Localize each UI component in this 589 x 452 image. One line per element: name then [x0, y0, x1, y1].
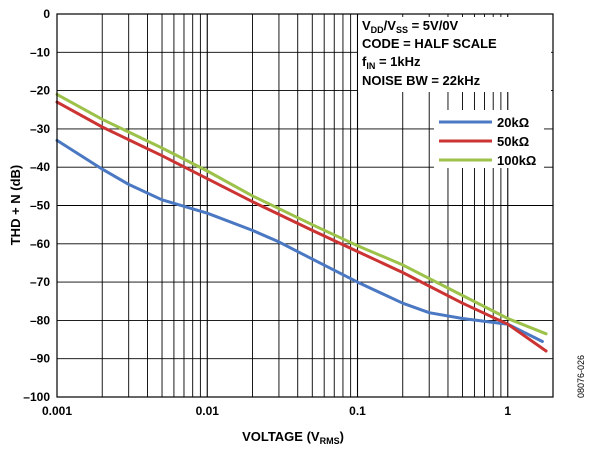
y-tick-label: –80: [30, 313, 50, 327]
y-tick-label: –10: [30, 45, 50, 59]
condition-noise-bw: NOISE BW = 22kHz: [362, 73, 481, 88]
x-tick-labels: 0.001 0.01 0.1 1: [42, 404, 511, 418]
y-tick-label: –40: [30, 160, 50, 174]
condition-code: CODE = HALF SCALE: [362, 36, 497, 51]
y-tick-label: –100: [23, 390, 50, 404]
y-tick-label: 0: [43, 7, 50, 21]
condition-fin: fIN = 1kHz: [362, 54, 421, 71]
legend-label-3: 100kΩ: [497, 153, 536, 168]
x-tick-label: 0.1: [349, 404, 366, 418]
condition-supply: VDD/VSS = 5V/0V: [362, 18, 459, 35]
legend-items: 20kΩ 50kΩ 100kΩ: [439, 115, 536, 168]
x-axis-label: VOLTAGE (VRMS): [242, 429, 344, 446]
legend: [434, 110, 544, 168]
series-line-2: [55, 100, 548, 353]
y-axis-label: THD + N (dB): [8, 165, 23, 246]
series-line-1: [55, 138, 544, 343]
y-tick-labels: 0 –10 –20 –30 –40 –50 –60 –70 –80 –90 –100: [23, 7, 50, 404]
conditions-annotation: VDD/VSS = 5V/0V CODE = HALF SCALE fIN = …: [362, 18, 497, 88]
data-series: [55, 92, 548, 353]
x-tick-label: 1: [504, 404, 511, 418]
figure-id: 08076-026: [576, 355, 586, 398]
y-tick-label: –90: [30, 352, 50, 366]
y-tick-label: –70: [30, 275, 50, 289]
y-tick-label: –20: [30, 84, 50, 98]
y-tick-label: –50: [30, 199, 50, 213]
conditions-box: [358, 17, 551, 92]
legend-label-2: 50kΩ: [497, 134, 529, 149]
y-tick-label: –30: [30, 122, 50, 136]
plot-frame: [56, 13, 554, 398]
legend-label-1: 20kΩ: [497, 115, 529, 130]
series-line-3: [55, 92, 548, 336]
x-tick-label: 0.01: [196, 404, 220, 418]
x-tick-label: 0.001: [42, 404, 72, 418]
y-tick-label: –60: [30, 237, 50, 251]
